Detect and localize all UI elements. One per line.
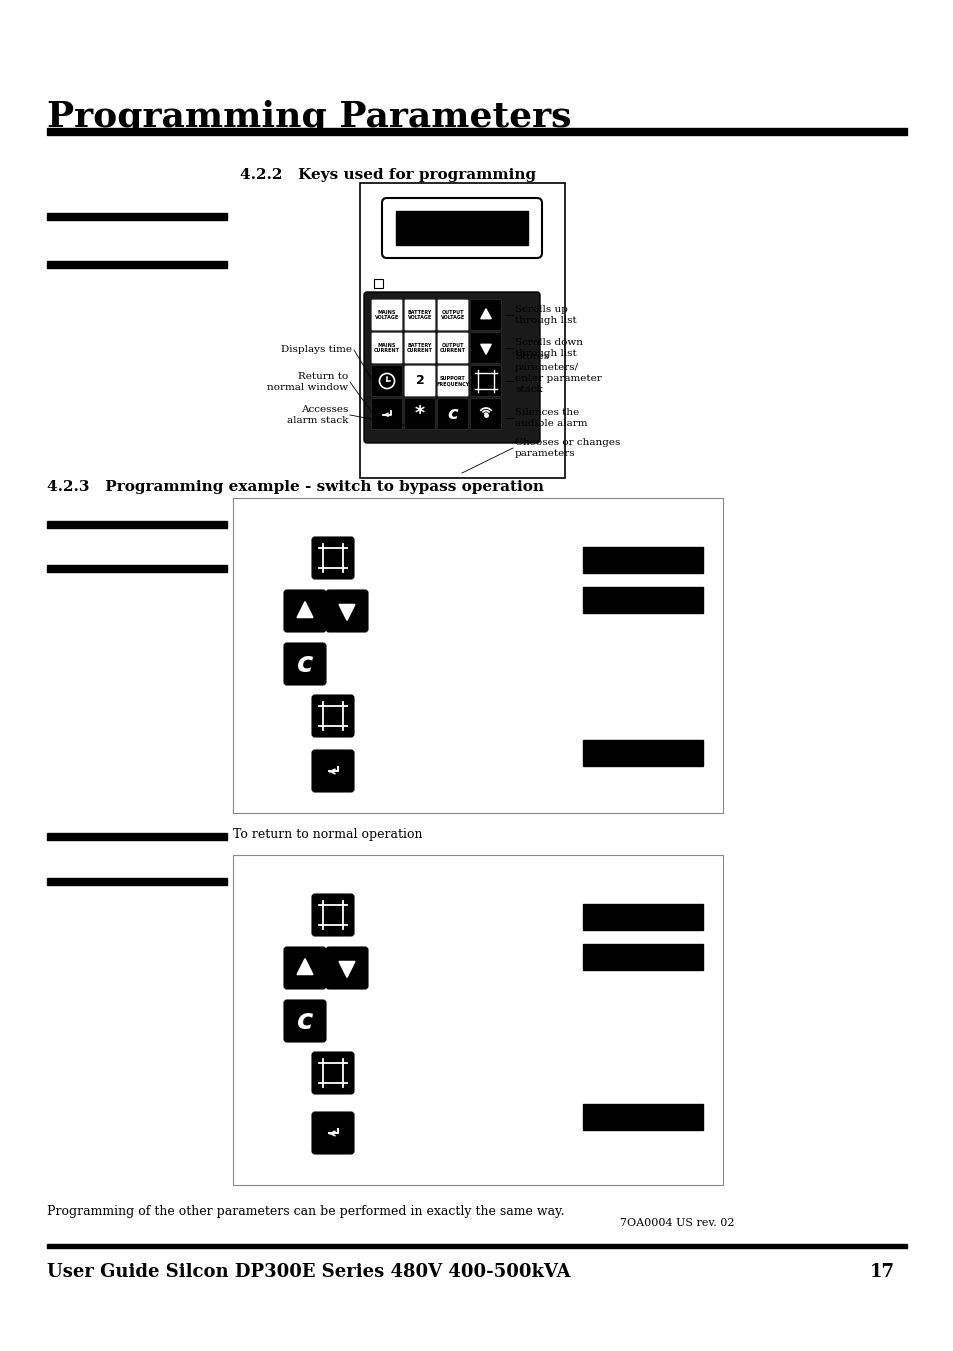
FancyBboxPatch shape (371, 366, 402, 396)
Bar (47, 128, 906, 135)
Text: c: c (296, 650, 313, 678)
Text: 4.2.2   Keys used for programming: 4.2.2 Keys used for programming (240, 168, 536, 182)
Polygon shape (480, 345, 491, 354)
Bar (323, 1063, 342, 1082)
FancyBboxPatch shape (284, 590, 326, 632)
Polygon shape (296, 601, 313, 617)
Bar (582, 740, 702, 766)
FancyBboxPatch shape (404, 300, 435, 331)
FancyBboxPatch shape (371, 300, 402, 331)
Bar (395, 211, 527, 245)
FancyBboxPatch shape (404, 366, 435, 396)
Bar (47, 261, 227, 267)
FancyBboxPatch shape (312, 1052, 354, 1094)
FancyBboxPatch shape (284, 947, 326, 989)
Text: OUTPUT
CURRENT: OUTPUT CURRENT (439, 343, 465, 353)
Polygon shape (296, 959, 313, 974)
FancyBboxPatch shape (312, 694, 354, 738)
FancyBboxPatch shape (470, 399, 501, 430)
Text: 17: 17 (869, 1263, 894, 1281)
Bar (47, 521, 227, 528)
Bar (359, 182, 564, 478)
FancyBboxPatch shape (437, 399, 468, 430)
FancyBboxPatch shape (312, 1112, 354, 1154)
Polygon shape (480, 309, 491, 319)
Text: BATTERY
CURRENT: BATTERY CURRENT (407, 343, 433, 353)
Text: User Guide Silcon DP300E Series 480V 400-500kVA: User Guide Silcon DP300E Series 480V 400… (47, 1263, 570, 1281)
Text: Accesses
alarm stack: Accesses alarm stack (286, 405, 348, 426)
Text: Programming Parameters: Programming Parameters (47, 100, 571, 135)
FancyBboxPatch shape (312, 894, 354, 936)
FancyBboxPatch shape (364, 292, 539, 443)
FancyBboxPatch shape (404, 399, 435, 430)
Text: MAINS
VOLTAGE: MAINS VOLTAGE (375, 309, 398, 320)
Text: Chooses or changes
parameters: Chooses or changes parameters (515, 438, 619, 458)
FancyBboxPatch shape (312, 750, 354, 792)
FancyBboxPatch shape (371, 332, 402, 363)
Text: BATTERY
VOLTAGE: BATTERY VOLTAGE (407, 309, 432, 320)
Bar (323, 905, 342, 924)
Text: Stores
parameters/
enter parameter
stack: Stores parameters/ enter parameter stack (515, 351, 601, 394)
Polygon shape (338, 604, 355, 620)
Text: MAINS
CURRENT: MAINS CURRENT (374, 343, 399, 353)
Bar (582, 1104, 702, 1129)
Text: SUPPORT
FREQUENCY: SUPPORT FREQUENCY (436, 376, 469, 386)
Bar (582, 547, 702, 573)
Bar (323, 549, 342, 567)
Text: To return to normal operation: To return to normal operation (233, 828, 422, 842)
FancyBboxPatch shape (326, 947, 368, 989)
FancyBboxPatch shape (437, 366, 468, 396)
Bar (47, 834, 227, 840)
Bar (582, 586, 702, 613)
Polygon shape (338, 962, 355, 977)
FancyBboxPatch shape (437, 300, 468, 331)
Bar (47, 878, 227, 885)
Text: 7OA0004 US rev. 02: 7OA0004 US rev. 02 (619, 1219, 734, 1228)
Text: Return to
normal window: Return to normal window (267, 372, 348, 392)
FancyBboxPatch shape (326, 590, 368, 632)
Bar (233, 499, 722, 813)
FancyBboxPatch shape (470, 300, 501, 331)
FancyBboxPatch shape (371, 399, 402, 430)
FancyBboxPatch shape (284, 643, 326, 685)
Text: Scrolls down
through list: Scrolls down through list (515, 338, 582, 358)
Bar (47, 1244, 906, 1248)
FancyBboxPatch shape (470, 332, 501, 363)
Bar (47, 213, 227, 220)
Text: c: c (296, 1006, 313, 1035)
FancyBboxPatch shape (312, 536, 354, 580)
Bar (374, 280, 382, 288)
Bar (582, 944, 702, 970)
Bar (582, 904, 702, 929)
Text: Displays time: Displays time (281, 346, 352, 354)
Text: Programming of the other parameters can be performed in exactly the same way.: Programming of the other parameters can … (47, 1205, 564, 1219)
Text: 2: 2 (416, 374, 424, 388)
FancyBboxPatch shape (381, 199, 541, 258)
FancyBboxPatch shape (284, 1000, 326, 1042)
FancyBboxPatch shape (404, 332, 435, 363)
Bar (478, 373, 493, 389)
Bar (47, 565, 227, 571)
Text: OUTPUT
VOLTAGE: OUTPUT VOLTAGE (440, 309, 465, 320)
Text: c: c (447, 405, 457, 423)
FancyBboxPatch shape (437, 332, 468, 363)
Text: Scrolls up
through list: Scrolls up through list (515, 305, 577, 326)
Text: Silences the
audible alarm: Silences the audible alarm (515, 408, 587, 428)
Text: 4.2.3   Programming example - switch to bypass operation: 4.2.3 Programming example - switch to by… (47, 480, 543, 494)
Bar (323, 707, 342, 725)
FancyBboxPatch shape (470, 366, 501, 396)
Bar (233, 855, 722, 1185)
Text: *: * (415, 404, 425, 423)
